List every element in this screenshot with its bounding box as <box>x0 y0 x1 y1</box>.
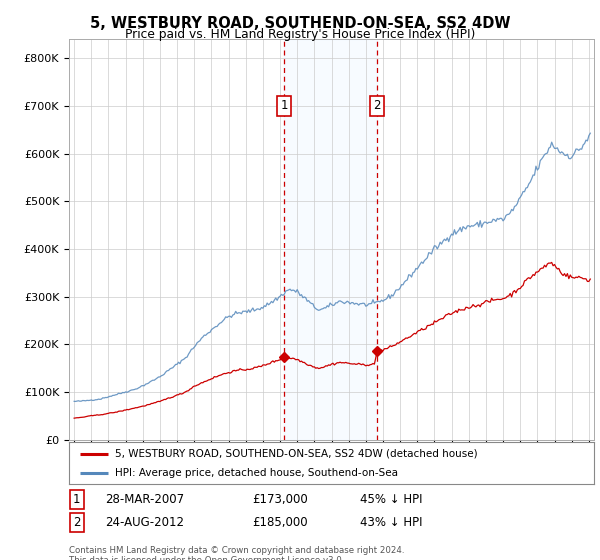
Text: Price paid vs. HM Land Registry's House Price Index (HPI): Price paid vs. HM Land Registry's House … <box>125 28 475 41</box>
Text: 2: 2 <box>373 100 381 113</box>
Text: £185,000: £185,000 <box>252 516 308 529</box>
Text: £173,000: £173,000 <box>252 493 308 506</box>
Text: 1: 1 <box>280 100 288 113</box>
Bar <box>284 39 377 440</box>
Text: 43% ↓ HPI: 43% ↓ HPI <box>360 516 422 529</box>
Text: 45% ↓ HPI: 45% ↓ HPI <box>360 493 422 506</box>
Text: 24-AUG-2012: 24-AUG-2012 <box>105 516 184 529</box>
Text: 5, WESTBURY ROAD, SOUTHEND-ON-SEA, SS2 4DW (detached house): 5, WESTBURY ROAD, SOUTHEND-ON-SEA, SS2 4… <box>115 449 478 459</box>
Text: 1: 1 <box>73 493 80 506</box>
Text: 2: 2 <box>73 516 80 529</box>
Text: Contains HM Land Registry data © Crown copyright and database right 2024.
This d: Contains HM Land Registry data © Crown c… <box>69 546 404 560</box>
Text: 5, WESTBURY ROAD, SOUTHEND-ON-SEA, SS2 4DW: 5, WESTBURY ROAD, SOUTHEND-ON-SEA, SS2 4… <box>90 16 510 31</box>
Text: 28-MAR-2007: 28-MAR-2007 <box>105 493 184 506</box>
Text: HPI: Average price, detached house, Southend-on-Sea: HPI: Average price, detached house, Sout… <box>115 468 398 478</box>
